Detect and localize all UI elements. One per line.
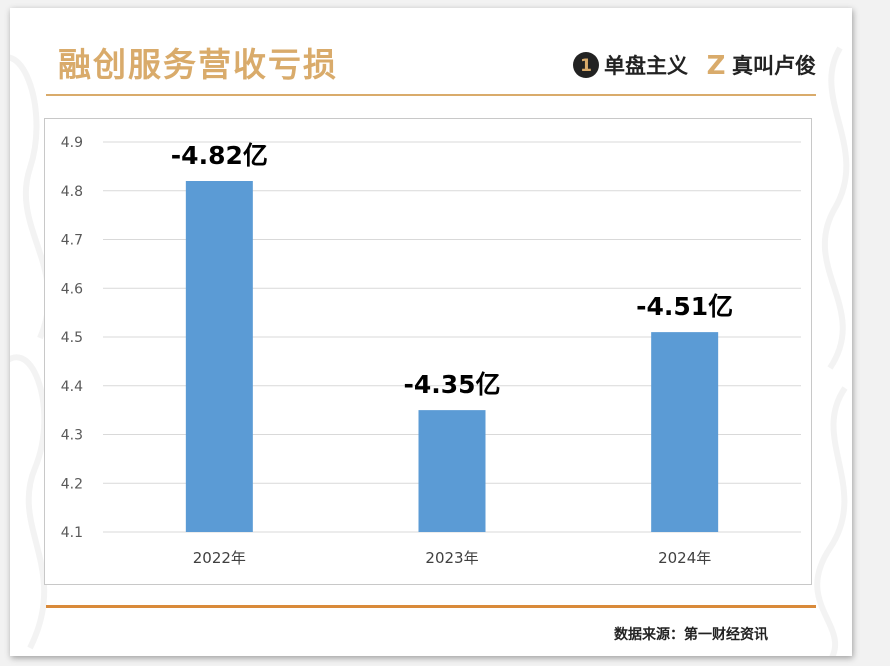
bar-chart: 4.1 4.2 4.3 4.4 4.5 4.6 4.7 4.8 4.9 -4.82亿 -4.35亿… <box>61 135 801 567</box>
svg-text:Z: Z <box>707 51 726 79</box>
y-tick-label: 4.2 <box>61 476 83 492</box>
svg-text:1: 1 <box>580 56 592 76</box>
brand-danpan-label: 单盘主义 <box>604 54 688 78</box>
x-tick-label: 2023年 <box>425 549 478 567</box>
data-label-3: -4.51亿 <box>636 292 733 321</box>
data-source-note: 数据来源：第一财经资讯 <box>614 627 768 643</box>
brand-danpan: 1 单盘主义 <box>572 50 688 80</box>
y-tick-label: 4.6 <box>61 281 83 297</box>
data-label-1: -4.82亿 <box>171 141 268 170</box>
brand-zhenjiao: Z 真叫卢俊 <box>704 50 816 80</box>
page-title: 融创服务营收亏损 <box>58 45 338 84</box>
number-one-badge-icon: 1 <box>573 52 599 78</box>
y-tick-label: 4.3 <box>61 428 83 444</box>
y-tick-label: 4.5 <box>61 330 83 346</box>
x-tick-label: 2024年 <box>658 549 711 567</box>
brand-zhenjiao-label: 真叫卢俊 <box>732 54 816 78</box>
bar-3 <box>651 332 719 532</box>
y-tick-label: 4.4 <box>61 379 83 395</box>
y-tick-label: 4.1 <box>61 525 83 541</box>
letter-z-badge-icon: Z <box>707 51 726 79</box>
chart-area: 4.1 4.2 4.3 4.4 4.5 4.6 4.7 4.8 4.9 -4.82亿 -4.35亿… <box>44 118 812 585</box>
data-label-2: -4.35亿 <box>403 370 500 399</box>
y-tick-label: 4.9 <box>61 135 83 151</box>
bar-2 <box>418 410 486 532</box>
y-tick-label: 4.8 <box>61 184 83 200</box>
chart-card: 融创服务营收亏损 1 单盘主义 Z 真叫卢俊 4.1 4.2 4.3 4.4 4.5 4.… <box>10 8 852 656</box>
x-tick-label: 2022年 <box>193 549 246 567</box>
y-tick-label: 4.7 <box>61 233 83 249</box>
footer-divider <box>46 605 816 608</box>
header-divider <box>46 94 816 96</box>
bar-1 <box>185 181 253 532</box>
